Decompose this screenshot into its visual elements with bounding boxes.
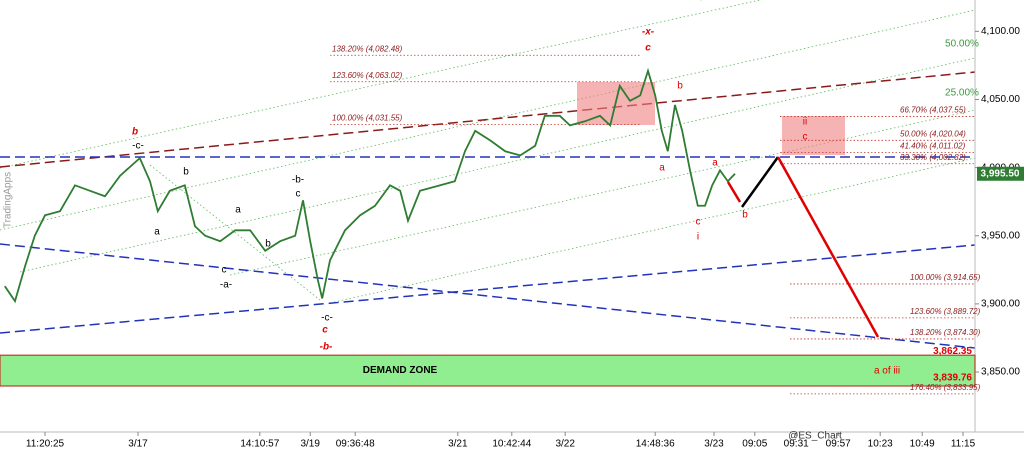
x-tick-label: 11:15 xyxy=(951,439,976,450)
fib-label: 138.20% (3,874.30) xyxy=(910,328,981,337)
x-tick-label: 10:42:44 xyxy=(492,439,531,450)
projection xyxy=(776,156,880,338)
annotation: b xyxy=(132,127,138,138)
annotation: c xyxy=(322,325,328,336)
trend-line xyxy=(0,71,976,168)
annotation: TradingApps xyxy=(3,172,14,228)
annotation: a of iii xyxy=(874,366,900,377)
annotation: c xyxy=(645,43,651,54)
annotation: c xyxy=(803,132,808,143)
y-tick-label: 4,100.00 xyxy=(981,26,1020,37)
x-tick-label: 09:36:48 xyxy=(336,439,375,450)
annotation: -c- xyxy=(132,141,144,152)
x-tick-label: 14:48:36 xyxy=(636,439,675,450)
annotation: 25.00% xyxy=(945,88,979,99)
annotation: a xyxy=(154,227,160,238)
annotation: c xyxy=(296,189,301,200)
x-tick-label: 09:05 xyxy=(742,439,767,450)
zone-label: DEMAND ZONE xyxy=(363,365,438,376)
projection xyxy=(726,181,742,203)
fib-label: 41.40% (4,011.02) xyxy=(900,142,966,151)
annotation: b xyxy=(265,239,271,250)
x-tick-label: 3/23 xyxy=(704,439,724,450)
x-tick-label: 3/17 xyxy=(128,439,148,450)
demand-zone xyxy=(0,354,976,387)
last-price-label: 3,995.50 xyxy=(981,168,1020,179)
y-tick-label: 4,050.00 xyxy=(981,94,1020,105)
fib-label: 66.70% (4,037.55) xyxy=(900,106,966,115)
x-tick-label: 3/22 xyxy=(555,439,575,450)
x-tick-label: 14:10:57 xyxy=(240,439,279,450)
x-tick-label: 3/19 xyxy=(300,439,320,450)
annotation: -b- xyxy=(292,175,304,186)
x-tick-label: 10:49 xyxy=(910,439,935,450)
annotation: b xyxy=(183,167,189,178)
x-tick-label: 09:31 xyxy=(784,439,809,450)
fib-label: 100.00% (3,914.65) xyxy=(910,273,981,282)
annotation: i xyxy=(697,232,699,243)
x-tick-label: 10:23 xyxy=(868,439,893,450)
fib-label: 33.30% (4,002.82) xyxy=(900,153,966,162)
zone-price: 3,862.35 xyxy=(933,346,972,357)
price-line xyxy=(4,67,736,304)
fib-label: 50.00% (4,020.04) xyxy=(900,129,966,138)
x-tick-label: 09:57 xyxy=(826,439,851,450)
annotation: -a- xyxy=(220,280,232,291)
annotation: -c- xyxy=(321,313,333,324)
last-price-badge xyxy=(977,166,1024,181)
annotation: b xyxy=(677,81,683,92)
x-tick-label: 3/21 xyxy=(448,439,468,450)
projection xyxy=(740,156,780,208)
annotation: c xyxy=(696,217,701,228)
annotation: b xyxy=(742,210,748,221)
fib-label: 176.40% (3,833.95) xyxy=(910,383,981,392)
annotation: -b- xyxy=(320,342,333,353)
annotation: 50.00% xyxy=(945,39,979,50)
trend-line xyxy=(0,243,976,349)
y-tick-label: 3,850.00 xyxy=(981,367,1020,378)
annotation: a xyxy=(659,163,665,174)
zone-price: 3,839.76 xyxy=(933,373,972,384)
highlight-box xyxy=(782,116,845,155)
annotation: a xyxy=(235,205,241,216)
annotation: ii xyxy=(803,117,807,128)
annotation: c xyxy=(222,265,227,276)
x-tick-label: 11:20:25 xyxy=(26,439,65,450)
annotation: a xyxy=(712,158,718,169)
annotation: -x- xyxy=(642,27,655,38)
y-tick-label: 3,950.00 xyxy=(981,230,1020,241)
fib-label: 123.60% (3,889.72) xyxy=(910,307,981,316)
annotation: @ES_Chart xyxy=(788,431,842,442)
fib-label: 138.20% (4,082.48) xyxy=(332,44,403,53)
fib-label: 100.00% (4,031.55) xyxy=(332,114,403,123)
y-tick-label: 3,900.00 xyxy=(981,299,1020,310)
trend-line xyxy=(0,244,976,334)
fib-label: 123.60% (4,063.02) xyxy=(332,71,403,80)
